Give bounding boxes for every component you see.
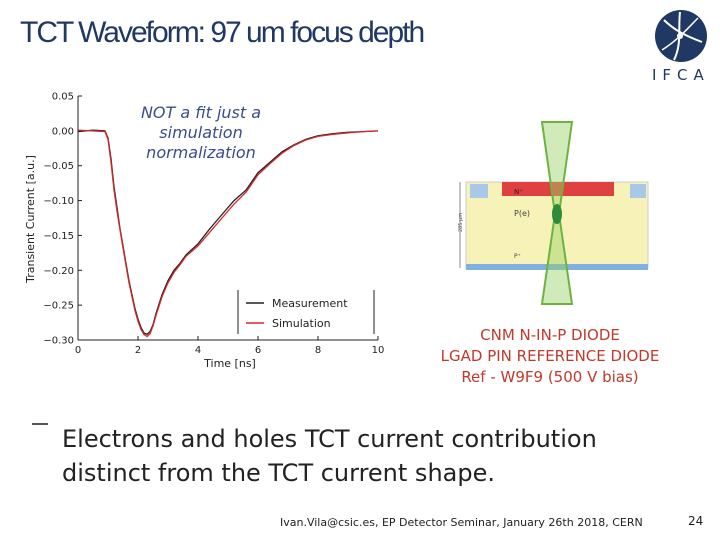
y-tick-label: −0.15 (43, 231, 74, 242)
x-tick-label: 10 (372, 345, 385, 356)
diode-edge-left (470, 184, 488, 198)
simulation-annotation: NOT a fit just a simulation normalizatio… (138, 103, 264, 163)
annotation-line: NOT a fit just a (140, 103, 262, 122)
x-tick-label: 8 (315, 345, 321, 356)
waveform-chart: 0 2 4 6 8 10 0.05 0.00 −0.05 −0.10 −0.15 −0.20 −0.25… (24, 92, 384, 371)
y-tick-label: −0.25 (43, 301, 74, 312)
slide-title: TCT Waveform: 97 um focus depth (20, 16, 425, 49)
page-number: 24 (688, 514, 704, 528)
bullet-dash-icon (32, 423, 48, 425)
x-tick-label: 6 (255, 345, 261, 356)
n-plus-label: N⁺ (514, 188, 523, 196)
x-tick-label: 0 (75, 345, 81, 356)
y-tick-label: −0.30 (43, 336, 74, 347)
x-tick-label: 2 (135, 345, 141, 356)
laser-focus-point (552, 204, 562, 224)
diode-edge-right (630, 184, 646, 198)
footer-text: Ivan.Vila@csic.es, EP Detector Seminar, … (280, 516, 643, 529)
ifca-logo (655, 10, 707, 62)
y-tick-label: −0.05 (43, 161, 74, 172)
chart-axes (77, 96, 378, 341)
caption-line: Ref - W9F9 (500 V bias) (461, 368, 639, 386)
chart-ticks: 0 2 4 6 8 10 0.05 0.00 −0.05 −0.10 −0.15 −0.20 −0.25… (43, 92, 384, 357)
diode-schematic: 285 μm N⁺ P(e) P⁺ (458, 121, 649, 305)
annotation-line: simulation (159, 123, 243, 142)
x-axis-label: Time [ns] (203, 357, 256, 370)
bullet-text: Electrons and holes TCT current contribu… (62, 425, 597, 487)
diode-caption: CNM N-IN-P DIODE LGAD PIN REFERENCE DIOD… (420, 325, 680, 388)
y-tick-label: 0.05 (52, 92, 74, 103)
diode-bulk (465, 181, 649, 269)
series-line-simulation (77, 129, 379, 338)
diode-n-plus-implant (502, 182, 614, 196)
y-tick-label: −0.10 (43, 196, 74, 207)
y-tick-label: −0.20 (43, 266, 74, 277)
legend-label: Simulation (272, 317, 331, 330)
caption-line: LGAD PIN REFERENCE DIODE (440, 347, 660, 365)
caption-line: CNM N-IN-P DIODE (480, 326, 620, 344)
legend-label: Measurement (272, 297, 348, 310)
x-tick-label: 4 (195, 345, 201, 356)
chart-legend: Measurement Simulation (237, 290, 375, 334)
annotation-line: normalization (146, 143, 256, 162)
logo-text: IFCA (652, 66, 710, 84)
p-plus-label: P⁺ (514, 253, 521, 260)
depth-label: 285 μm (458, 213, 464, 232)
y-tick-label: 0.00 (52, 126, 74, 137)
diode-backside (466, 264, 648, 270)
y-axis-label: Transient Current [a.u.] (24, 155, 37, 284)
p-e-label: P(e) (514, 209, 530, 218)
chart-series (77, 129, 379, 338)
